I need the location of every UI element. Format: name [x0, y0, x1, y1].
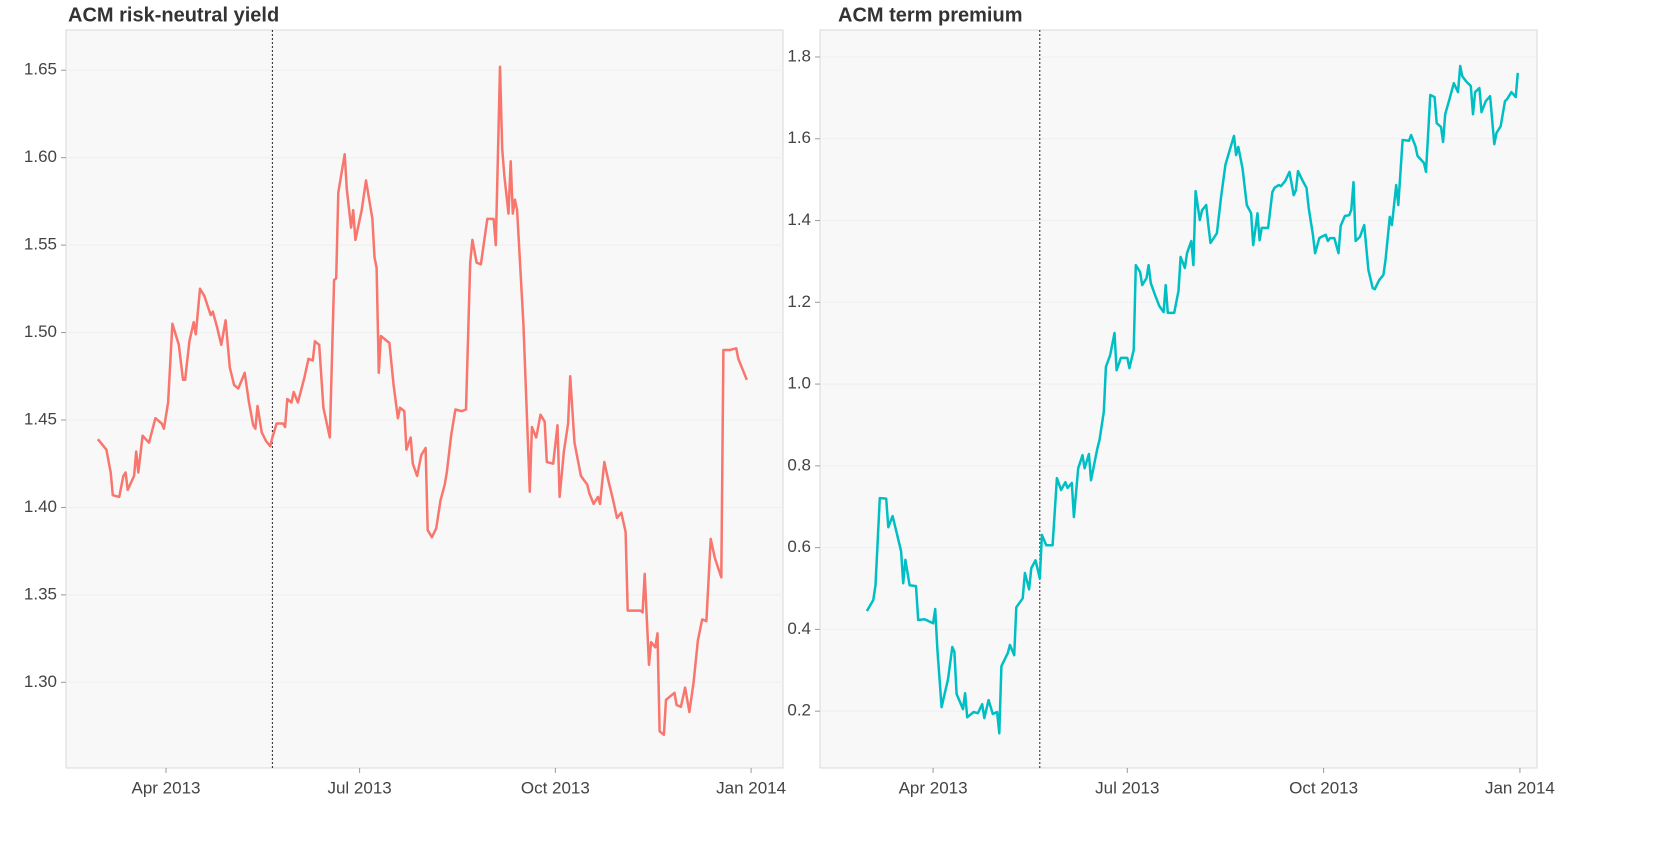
- plot-area: [819, 29, 1538, 769]
- y-tick-label: 0.2: [787, 701, 811, 720]
- y-tick-label: 1.8: [787, 46, 811, 65]
- data-line: [865, 64, 1520, 735]
- x-tick-label: Apr 2013: [131, 778, 200, 797]
- chart-title: ACM risk-neutral yield: [68, 4, 279, 26]
- y-tick-label: 1.30: [24, 672, 57, 691]
- y-tick-label: 1.35: [24, 584, 57, 603]
- x-tick-label: Jul 2013: [1095, 778, 1159, 797]
- chart-title: ACM term premium: [838, 4, 1022, 26]
- x-tick-label: Oct 2013: [521, 778, 590, 797]
- data-line: [96, 65, 748, 737]
- y-tick-label: 1.65: [24, 60, 57, 79]
- y-tick-label: 0.4: [787, 619, 811, 638]
- y-tick-label: 1.6: [787, 128, 811, 147]
- y-tick-label: 1.45: [24, 409, 57, 428]
- plot-area: [65, 29, 784, 769]
- x-tick-label: Oct 2013: [1289, 778, 1358, 797]
- x-tick-label: Jan 2014: [1485, 778, 1555, 797]
- y-tick-label: 1.4: [787, 210, 811, 229]
- y-tick-label: 1.40: [24, 497, 57, 516]
- y-tick-label: 1.0: [787, 374, 811, 393]
- y-tick-label: 1.50: [24, 322, 57, 341]
- x-tick-label: Jul 2013: [327, 778, 391, 797]
- y-tick-label: 1.2: [787, 292, 811, 311]
- x-tick-label: Apr 2013: [899, 778, 968, 797]
- y-tick-label: 1.60: [24, 147, 57, 166]
- x-tick-label: Jan 2014: [716, 778, 786, 797]
- y-tick-label: 0.8: [787, 455, 811, 474]
- y-tick-label: 1.55: [24, 235, 57, 254]
- y-tick-label: 0.6: [787, 537, 811, 556]
